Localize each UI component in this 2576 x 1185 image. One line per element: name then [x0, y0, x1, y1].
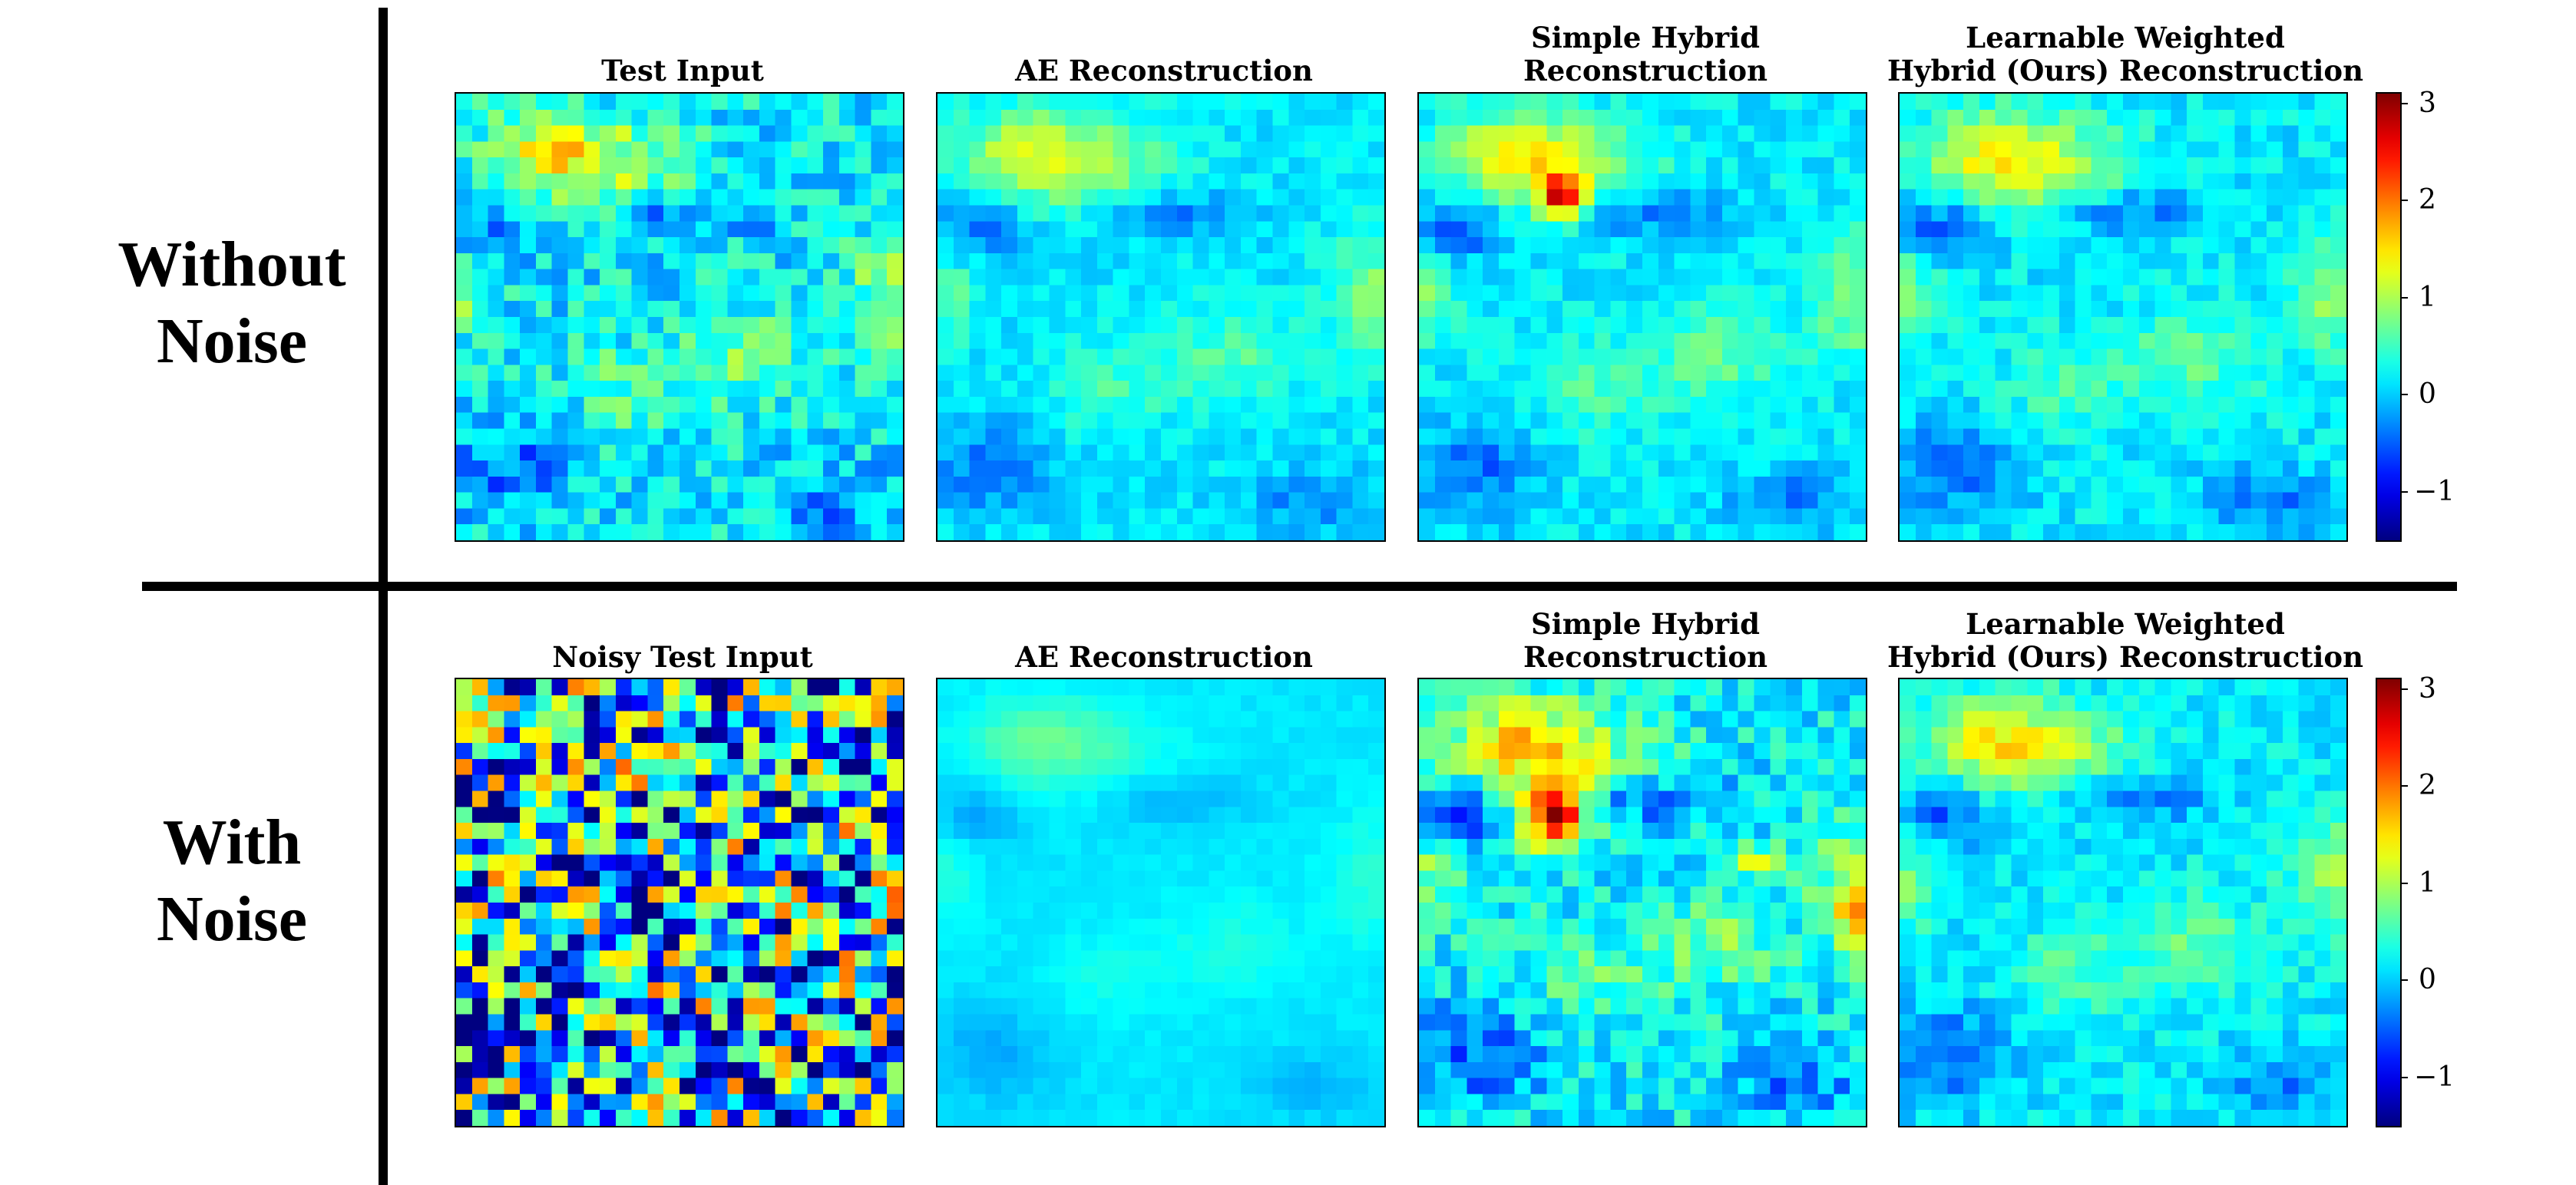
colorbar-tick-label: −1	[2414, 475, 2455, 507]
vertical-divider	[379, 8, 388, 1185]
panel-title-line: Noisy Test Input	[552, 640, 813, 674]
colorbar-top: −1 0 1 2 3	[2376, 87, 2455, 542]
colorbar-tick-label: 0	[2419, 378, 2436, 411]
colorbar-tick	[2400, 102, 2408, 104]
heatmap-learnable-weighted-hybrid	[1898, 92, 2348, 542]
heatmap-canvas	[456, 679, 903, 1126]
panel-title-line: Hybrid (Ours) Reconstruction	[1887, 54, 2363, 87]
colorbar-tick-label: 1	[2419, 281, 2436, 313]
heatmap-noisy-test-input	[455, 678, 904, 1127]
horizontal-divider	[142, 582, 2457, 591]
panel-title-line: Simple Hybrid	[1530, 607, 1761, 641]
row-label-line: With	[162, 807, 302, 878]
panel-title: Noisy Test Input	[437, 608, 928, 674]
panel-title-line: Learnable Weighted	[1966, 607, 2285, 641]
colorbar-tick	[2400, 785, 2408, 787]
colorbar-tick-label: 3	[2419, 672, 2436, 705]
colorbar-tick	[2400, 490, 2408, 493]
colorbar-tick	[2400, 882, 2408, 884]
row-label-line: Without	[117, 229, 346, 300]
heatmap-canvas	[1419, 94, 1866, 540]
panel-title: Test Input	[437, 21, 928, 87]
heatmap-canvas	[937, 94, 1384, 540]
colorbar-tick	[2400, 979, 2408, 982]
row-label-line: Noise	[157, 883, 307, 955]
colorbar-tick	[2400, 688, 2408, 690]
colorbar-tick	[2400, 200, 2408, 202]
colorbar-tick-label: 2	[2419, 184, 2436, 216]
panel-title-line	[437, 608, 928, 641]
panel-title-line: Reconstruction	[1523, 640, 1767, 674]
panel-title-line: Simple Hybrid	[1530, 21, 1761, 54]
heatmap-ae-reconstruction-noisy	[936, 678, 1386, 1127]
heatmap-simple-hybrid	[1417, 92, 1867, 542]
panel-title: Learnable Weighted Hybrid (Ours) Reconst…	[1880, 608, 2371, 674]
colorbar-tick-label: −1	[2414, 1061, 2455, 1093]
heatmap-canvas	[456, 94, 903, 540]
colorbar-tick-label: 2	[2419, 770, 2436, 802]
colorbar-tick-label: 3	[2419, 87, 2436, 119]
row-label-with-noise: With Noise	[117, 804, 347, 958]
panel-title-line: Test Input	[601, 54, 764, 87]
row-label-line: Noise	[157, 305, 307, 377]
heatmap-canvas	[937, 679, 1384, 1126]
panel-title: Simple Hybrid Reconstruction	[1400, 608, 1891, 674]
heatmap-canvas	[1419, 679, 1866, 1126]
colorbar-tick	[2400, 394, 2408, 396]
panel-title-line: Reconstruction	[1523, 54, 1767, 87]
heatmap-learnable-weighted-hybrid-noisy	[1898, 678, 2348, 1127]
panel-title: AE Reconstruction	[918, 21, 1410, 87]
row-label-without-noise: Without Noise	[117, 226, 347, 380]
heatmap-ae-reconstruction	[936, 92, 1386, 542]
panel-title: Learnable Weighted Hybrid (Ours) Reconst…	[1880, 21, 2371, 87]
colorbar-tick-label: 0	[2419, 964, 2436, 996]
panel-title-line: AE Reconstruction	[1015, 54, 1313, 87]
panel-title: AE Reconstruction	[918, 608, 1410, 674]
panel-title-line	[437, 21, 928, 54]
heatmap-canvas	[1900, 94, 2346, 540]
heatmap-simple-hybrid-noisy	[1417, 678, 1867, 1127]
panel-title-line: AE Reconstruction	[1015, 640, 1313, 674]
heatmap-test-input	[455, 92, 904, 542]
colorbar-bottom: −1 0 1 2 3	[2376, 673, 2455, 1127]
heatmap-canvas	[1900, 679, 2346, 1126]
panel-title: Simple Hybrid Reconstruction	[1400, 21, 1891, 87]
panel-title-line: Learnable Weighted	[1966, 21, 2285, 54]
colorbar-tick	[2400, 1076, 2408, 1078]
panel-title-line	[918, 21, 1410, 54]
panel-title-line: Hybrid (Ours) Reconstruction	[1887, 640, 2363, 674]
colorbar-tick-label: 1	[2419, 866, 2436, 899]
panel-title-line	[918, 608, 1410, 641]
colorbar-tick	[2400, 296, 2408, 299]
